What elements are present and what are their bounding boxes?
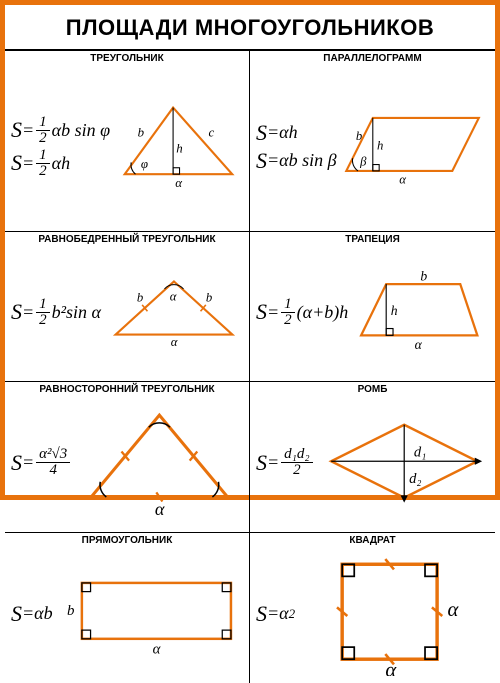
parallelogram-diagram: b h β α bbox=[341, 102, 489, 192]
cell-title: РАВНОБЕДРЕННЫЙ ТРЕУГОЛЬНИК bbox=[11, 234, 243, 245]
isosceles-diagram: b b α α bbox=[105, 273, 243, 352]
svg-text:b: b bbox=[206, 290, 212, 304]
formulas: S=α2 bbox=[256, 601, 295, 627]
cell-isosceles: РАВНОБЕДРЕННЫЙ ТРЕУГОЛЬНИК S=12b²sin α b… bbox=[5, 232, 250, 382]
svg-text:α: α bbox=[448, 599, 460, 621]
cell-rhombus: РОМБ S=d₁d₂2 d₁ d₂ bbox=[250, 382, 495, 532]
cell-title: ПРЯМОУГОЛЬНИК bbox=[11, 535, 243, 546]
svg-text:β: β bbox=[359, 154, 367, 168]
formulas: S=12αb sin φ S=12αh bbox=[11, 115, 110, 179]
svg-text:α: α bbox=[155, 500, 165, 518]
svg-text:α: α bbox=[415, 337, 423, 352]
cell-equilateral: РАВНОСТОРОННИЙ ТРЕУГОЛЬНИК S=α²√34 α bbox=[5, 382, 250, 532]
formulas: S=αh S=αb sin β bbox=[256, 120, 337, 174]
svg-text:c: c bbox=[209, 125, 215, 139]
svg-text:h: h bbox=[176, 141, 182, 155]
triangle-diagram: φ h b c α bbox=[114, 99, 243, 195]
trapezoid-diagram: b h α bbox=[352, 267, 489, 357]
formulas: S=αb bbox=[11, 601, 53, 627]
square-diagram: α α bbox=[299, 547, 489, 681]
svg-text:α: α bbox=[175, 176, 182, 190]
rectangle-diagram: b α bbox=[57, 568, 243, 660]
svg-text:d₁: d₁ bbox=[414, 444, 426, 460]
svg-text:h: h bbox=[377, 139, 383, 153]
rhombus-diagram: d₁ d₂ bbox=[319, 415, 489, 511]
cell-title: ТРЕУГОЛЬНИК bbox=[11, 53, 243, 64]
grid: ТРЕУГОЛЬНИК S=12αb sin φ S=12αh φ h b c bbox=[5, 51, 495, 683]
svg-text:b: b bbox=[138, 125, 145, 139]
svg-text:α: α bbox=[152, 641, 161, 654]
formulas: S=12(α+b)h bbox=[256, 297, 348, 328]
svg-text:d₂: d₂ bbox=[409, 471, 421, 487]
cell-title: РОМБ bbox=[256, 384, 489, 395]
formulas: S=12b²sin α bbox=[11, 297, 101, 328]
svg-text:b: b bbox=[355, 129, 361, 143]
svg-text:α: α bbox=[171, 335, 178, 347]
cell-square: КВАДРАТ S=α2 α bbox=[250, 533, 495, 683]
cell-parallelogram: ПАРАЛЛЕЛОГРАММ S=αh S=αb sin β b h β bbox=[250, 51, 495, 232]
cell-title: ТРАПЕЦИЯ bbox=[256, 234, 489, 245]
formulas: S=d₁d₂2 bbox=[256, 447, 315, 478]
svg-text:φ: φ bbox=[141, 156, 148, 170]
cell-title: ПАРАЛЛЕЛОГРАММ bbox=[256, 53, 489, 64]
cell-rectangle: ПРЯМОУГОЛЬНИК S=αb b α bbox=[5, 533, 250, 683]
svg-text:α: α bbox=[170, 289, 177, 303]
svg-text:h: h bbox=[391, 303, 398, 318]
equilateral-diagram: α bbox=[76, 403, 243, 522]
page-title: ПЛОЩАДИ МНОГОУГОЛЬНИКОВ bbox=[5, 5, 495, 51]
svg-text:b: b bbox=[137, 290, 143, 304]
cell-triangle: ТРЕУГОЛЬНИК S=12αb sin φ S=12αh φ h b c bbox=[5, 51, 250, 232]
cell-trapezoid: ТРАПЕЦИЯ S=12(α+b)h b h α bbox=[250, 232, 495, 382]
svg-text:b: b bbox=[421, 269, 428, 284]
cell-title: КВАДРАТ bbox=[256, 535, 489, 546]
formulas: S=α²√34 bbox=[11, 447, 72, 478]
cell-title: РАВНОСТОРОННИЙ ТРЕУГОЛЬНИК bbox=[11, 384, 243, 395]
svg-text:b: b bbox=[67, 603, 74, 619]
svg-text:α: α bbox=[399, 173, 406, 187]
svg-text:α: α bbox=[385, 659, 397, 676]
poster: ПЛОЩАДИ МНОГОУГОЛЬНИКОВ ТРЕУГОЛЬНИК S=12… bbox=[0, 0, 500, 500]
